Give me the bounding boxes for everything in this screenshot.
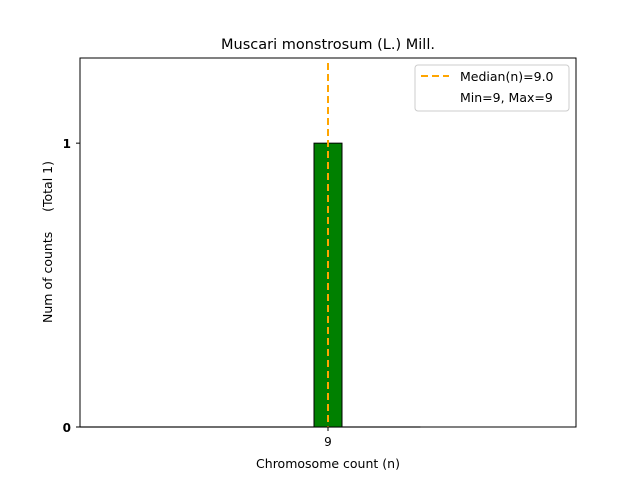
y-tick-label: 0	[63, 421, 71, 435]
y-axis-label: Num of counts (Total 1)	[40, 161, 55, 323]
legend-entry-median: Median(n)=9.0	[460, 69, 554, 84]
plot-area: 9 0 1	[63, 57, 577, 449]
legend-entry-minmax: Min=9, Max=9	[460, 90, 553, 105]
legend-box	[414, 64, 570, 112]
x-axis-label: Chromosome count (n)	[256, 456, 400, 471]
legend: Median(n)=9.0 Min=9, Max=9	[414, 64, 570, 112]
chart-title: Muscari monstrosum (L.) Mill.	[221, 37, 435, 53]
y-tick-label: 1	[63, 137, 71, 151]
x-tick-label: 9	[324, 435, 332, 449]
